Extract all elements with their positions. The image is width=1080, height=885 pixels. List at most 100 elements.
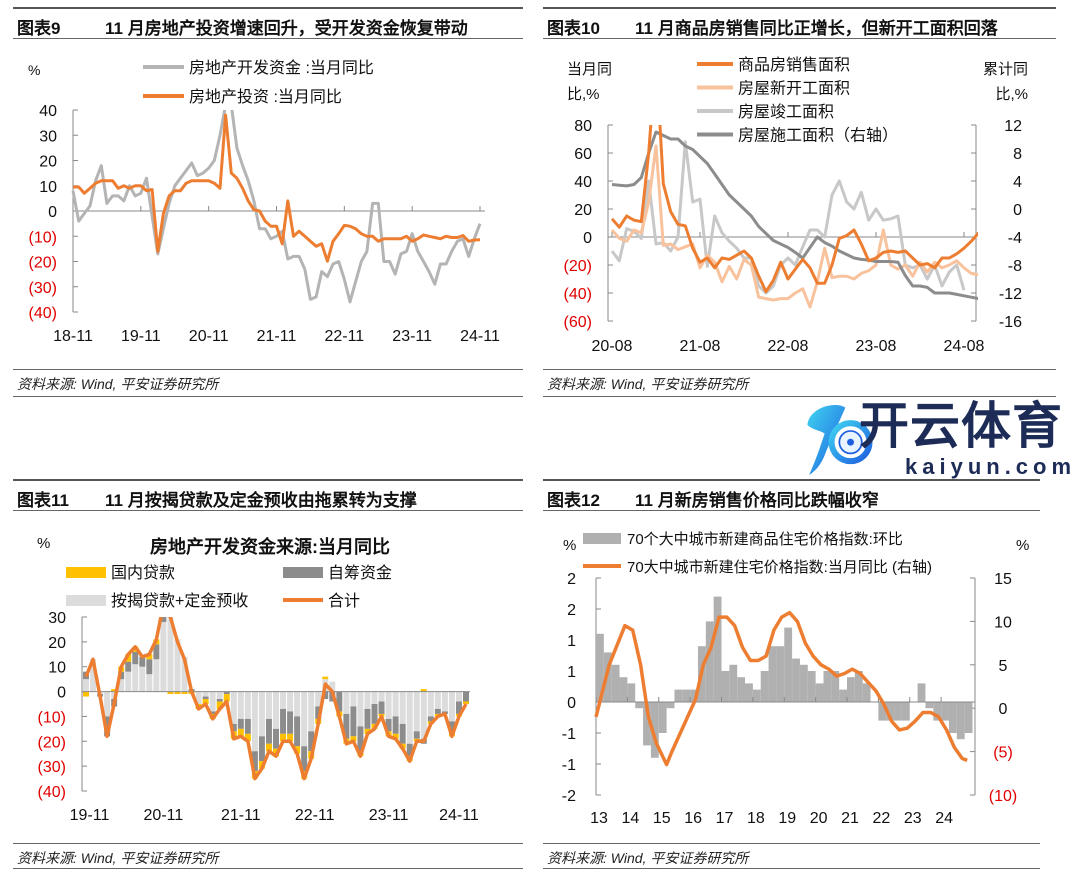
chart10-left-tick-label: (60) bbox=[564, 314, 592, 331]
chart10-right-tick-label: -12 bbox=[999, 286, 1022, 303]
chart11-bar-按揭贷款+定金预收 bbox=[153, 659, 160, 692]
chart10-right-unit: 累计同 bbox=[983, 61, 1028, 78]
chart9-y-tick-label: 10 bbox=[39, 179, 57, 196]
panel-12-source-rule bbox=[543, 843, 1040, 844]
chart12-x-tick-label: 17 bbox=[716, 810, 734, 827]
panel-10-bottom-rule bbox=[543, 396, 1056, 397]
chart10-legend-label: 房屋施工面积（右轴） bbox=[738, 127, 898, 145]
chart12-x-tick-label: 16 bbox=[684, 810, 702, 827]
chart12-legend-label-line: 70大中城市新建住宅价格指数:当月同比 (右轴) bbox=[627, 559, 932, 576]
chart11-bar-按揭贷款+定金预收 bbox=[83, 679, 89, 692]
chart12-bar bbox=[635, 702, 644, 709]
chart9-legend-label: 房地产投资 :当月同比 bbox=[189, 88, 342, 106]
chart11-bar-按揭贷款+定金预收 bbox=[132, 664, 139, 692]
chart11-bar-按揭贷款+定金预收 bbox=[265, 691, 272, 719]
panel-9-bottom-rule bbox=[13, 396, 523, 397]
chart11-bar-自筹资金 bbox=[308, 731, 315, 752]
chart10-left-tick-label: 40 bbox=[574, 174, 592, 191]
chart10-x-tick-label: 21-08 bbox=[680, 338, 721, 355]
chart11-legend-swatch-2 bbox=[66, 595, 106, 606]
chart11-y-tick-label: (20) bbox=[38, 734, 66, 751]
chart10-left-unit: 当月同 bbox=[567, 61, 612, 78]
chart9-x-tick-label: 19-11 bbox=[121, 328, 161, 345]
chart12-x-tick-label: 14 bbox=[621, 810, 639, 827]
chart10-series-0 bbox=[610, 125, 978, 294]
chart11-y-tick-label: 20 bbox=[48, 635, 66, 652]
chart11-bar-自筹资金 bbox=[385, 718, 392, 732]
chart12-bar bbox=[784, 627, 793, 702]
chart12-bar bbox=[745, 683, 753, 702]
chart12-bar bbox=[854, 671, 863, 702]
chart11-bar-自筹资金 bbox=[280, 708, 287, 734]
chart9-x-tick-label: 20-11 bbox=[189, 328, 229, 345]
chart11-bar-按揭贷款+定金预收 bbox=[202, 691, 209, 697]
chart12-bar bbox=[627, 683, 636, 702]
chart12-bar bbox=[713, 596, 722, 702]
panel-12-number: 图表12 bbox=[547, 491, 600, 510]
panel-12-top-rule bbox=[543, 479, 1040, 481]
chart11-bar-国内贷款 bbox=[294, 746, 301, 754]
panel-10-top-rule bbox=[543, 7, 1056, 9]
chart11-bar-按揭贷款+定金预收 bbox=[385, 691, 392, 719]
chart11-bar-国内贷款 bbox=[167, 691, 174, 695]
chart10-x-tick-label: 22-08 bbox=[768, 338, 809, 355]
chart12-bar bbox=[894, 702, 902, 721]
chart10-left-tick-label: 80 bbox=[574, 118, 592, 135]
chart11-y-tick-label: (40) bbox=[38, 784, 66, 801]
chart11-legend-swatch-1 bbox=[283, 567, 323, 578]
watermark-chinese-text: 开云体育 bbox=[859, 398, 1063, 454]
chart10-legend-label: 房屋新开工面积 bbox=[738, 80, 850, 98]
chart12-bar bbox=[948, 702, 957, 733]
panel-11-bottom-rule bbox=[13, 868, 523, 869]
chart11-bar-国内贷款 bbox=[202, 699, 209, 704]
chart9-y-tick-label: (10) bbox=[29, 229, 57, 246]
chart11-bar-国内贷款 bbox=[237, 728, 244, 737]
chart11-bar-自筹资金 bbox=[244, 718, 251, 734]
chart11-legend-label: 国内贷款 bbox=[111, 564, 175, 582]
chart11-y-tick-label: 0 bbox=[57, 685, 66, 702]
panel-9-source-rule bbox=[13, 369, 523, 370]
chart10-right-tick-label: -4 bbox=[1008, 230, 1022, 247]
chart11-bar-按揭贷款+定金预收 bbox=[287, 691, 294, 712]
chart11-bar-按揭贷款+定金预收 bbox=[399, 691, 406, 724]
chart11-bar-自筹资金 bbox=[378, 701, 385, 714]
kaiyun-logo-icon bbox=[807, 404, 873, 475]
chart12-left-tick-label: 1 bbox=[567, 664, 576, 681]
chart11-bar-自筹资金 bbox=[153, 644, 160, 660]
chart12-left-tick-label: 0 bbox=[567, 695, 576, 712]
chart11-bar-按揭贷款+定金预收 bbox=[420, 691, 427, 739]
chart11-bar-按揭贷款+定金预收 bbox=[174, 639, 181, 692]
chart12-legend-swatch-bars bbox=[583, 533, 621, 544]
chart11-bar-自筹资金 bbox=[294, 716, 301, 747]
chart11-bar-国内贷款 bbox=[244, 733, 251, 742]
chart11-bar-自筹资金 bbox=[251, 751, 258, 772]
chart12-left-unit: % bbox=[563, 537, 576, 554]
chart11-bar-自筹资金 bbox=[160, 617, 167, 622]
chart12-bar bbox=[768, 646, 777, 702]
chart10-right-tick-label: 12 bbox=[1004, 118, 1022, 135]
panel-10-number: 图表10 bbox=[547, 19, 600, 38]
chart11-x-tick-label: 24-11 bbox=[439, 807, 479, 824]
chart11-bar-按揭贷款+定金预收 bbox=[371, 691, 378, 704]
panel-12-source: 资料来源: Wind, 平安证券研究所 bbox=[547, 850, 749, 866]
panel-12-title: 图表12 11 月新房销售价格同比跌幅收窄 bbox=[547, 486, 879, 511]
chart12-yoy-line bbox=[594, 610, 968, 767]
chart12-bar bbox=[964, 702, 973, 733]
chart9-x-tick-label: 18-11 bbox=[53, 328, 93, 345]
chart11-bar-按揭贷款+定金预收 bbox=[195, 691, 202, 704]
panel-11-top-rule bbox=[13, 479, 523, 481]
chart11-y-unit: % bbox=[37, 535, 50, 552]
chart12-bar bbox=[737, 677, 746, 702]
chart11-bar-按揭贷款+定金预收 bbox=[434, 691, 441, 709]
chart10-x-tick-label: 23-08 bbox=[856, 338, 897, 355]
kaiyun-watermark: 开云体育 kaiyun.com bbox=[795, 399, 1080, 481]
chart9-y-tick-label: (30) bbox=[29, 280, 57, 297]
panel-11-title-rule bbox=[13, 510, 523, 511]
chart11-bar-国内贷款 bbox=[146, 654, 153, 660]
chart11-bar-自筹资金 bbox=[448, 721, 455, 734]
chart11-bar-自筹资金 bbox=[364, 708, 371, 729]
chart9-x-tick-label: 24-11 bbox=[460, 328, 500, 345]
chart11-bar-自筹资金 bbox=[350, 706, 357, 737]
chart12-legend-label-bars: 70个大中城市新建商品住宅价格指数:环比 bbox=[627, 531, 903, 548]
